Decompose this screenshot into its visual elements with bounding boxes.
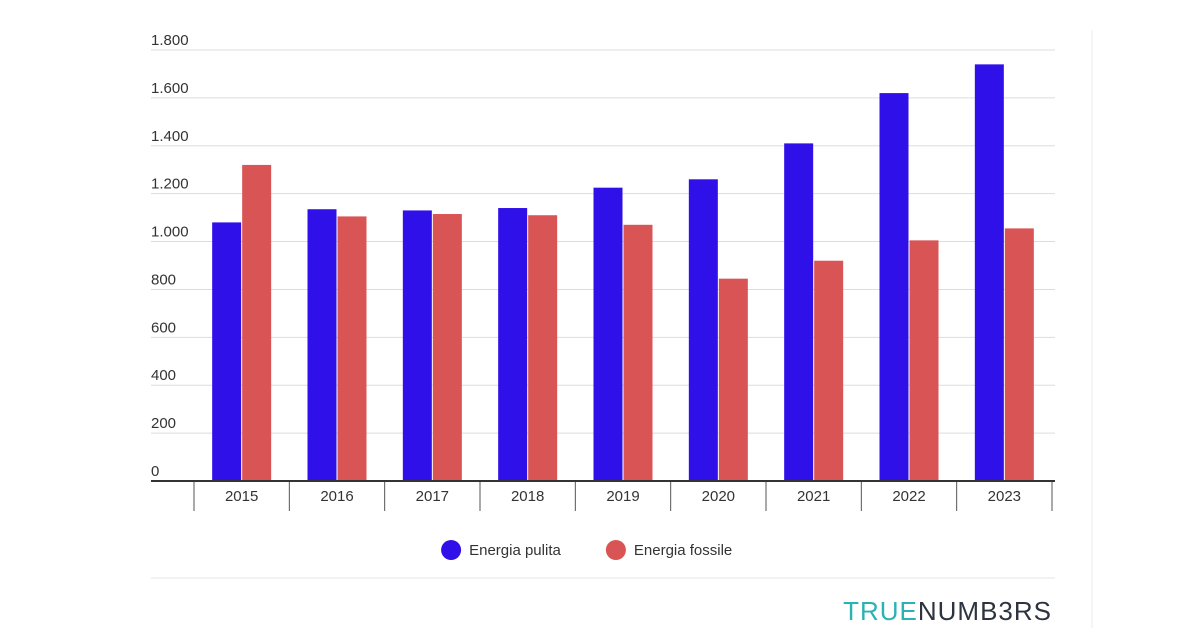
y-tick-label: 1.800 (151, 32, 189, 49)
x-tick-label: 2018 (511, 488, 544, 505)
y-tick-label: 1.200 (151, 176, 189, 193)
y-tick-label: 0 (151, 463, 159, 480)
y-tick-label: 600 (151, 319, 176, 336)
brand-first: TRUE (843, 596, 918, 626)
x-tick-label: 2019 (606, 488, 639, 505)
legend-swatch (605, 540, 626, 560)
brand-second: NUMB3RS (918, 596, 1052, 626)
y-tick-label: 1.000 (151, 224, 189, 241)
bar (498, 208, 528, 482)
brand-logo: TRUENUMB3RS (843, 596, 1052, 626)
y-tick-label: 800 (151, 271, 176, 288)
legend-label: Energia pulita (469, 542, 561, 559)
legend-label: Energia fossile (634, 542, 732, 559)
bar (909, 240, 939, 481)
bar (623, 224, 653, 482)
x-tick-label: 2023 (988, 488, 1021, 505)
bar (784, 143, 814, 481)
x-tick-label: 2015 (225, 488, 258, 505)
y-tick-label: 1.400 (151, 128, 189, 145)
x-tick-label: 2017 (416, 488, 449, 505)
bar (1004, 228, 1034, 481)
bar (688, 179, 718, 482)
x-tick-label: 2022 (892, 488, 925, 505)
bar (212, 222, 242, 481)
y-tick-label: 1.600 (151, 80, 189, 97)
y-tick-label: 200 (151, 415, 176, 432)
bar (242, 164, 272, 481)
x-tick-label: 2020 (702, 488, 735, 505)
bar (528, 215, 558, 481)
bar (718, 278, 748, 481)
x-tick-label: 2021 (797, 488, 830, 505)
bar (879, 93, 909, 481)
bar (402, 210, 432, 481)
bar (974, 64, 1004, 481)
x-tick-label: 2016 (320, 488, 353, 505)
bar (432, 214, 462, 481)
y-tick-label: 400 (151, 367, 176, 384)
bar (814, 260, 844, 481)
bar (307, 209, 337, 481)
legend-swatch (441, 540, 462, 560)
bar (337, 216, 367, 482)
bar (593, 187, 623, 482)
